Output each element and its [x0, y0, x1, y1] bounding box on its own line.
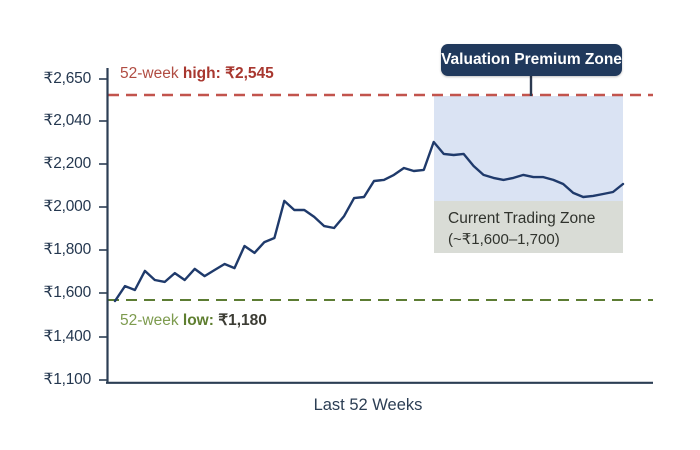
- current-trading-zone-label: Current Trading Zone (~₹1,600–1,700): [448, 208, 595, 250]
- valuation-premium-zone-area: [434, 96, 623, 201]
- y-tick-label: ₹2,650: [43, 70, 92, 87]
- current-trading-zone-area: [434, 201, 623, 253]
- low-annotation-label: low:: [182, 312, 214, 329]
- y-tick-label: ₹1,400: [43, 328, 92, 345]
- y-tick-label: ₹1,100: [43, 371, 92, 388]
- y-tick-label: ₹1,800: [43, 241, 92, 258]
- high-annotation-prefix: 52-week: [120, 65, 183, 82]
- low-annotation-value: ₹1,180: [213, 312, 267, 329]
- price-line: [113, 140, 625, 303]
- trading-zone-range: (~₹1,600–1,700): [448, 231, 560, 248]
- valuation-premium-zone-badge: Valuation Premium Zone: [441, 44, 622, 76]
- low-annotation: 52-week low: ₹1,180: [120, 311, 267, 331]
- x-axis-label: Last 52 Weeks: [313, 396, 423, 414]
- low-annotation-prefix: 52-week: [120, 312, 183, 329]
- trading-zone-title: Current Trading Zone: [448, 210, 596, 227]
- y-tick-label: ₹2,200: [43, 155, 92, 172]
- y-axis-ticks: [99, 78, 107, 381]
- y-tick-label: ₹1,600: [43, 284, 92, 301]
- y-tick-label: ₹2,000: [43, 198, 92, 215]
- y-tick-label: ₹2,040: [43, 112, 92, 129]
- high-annotation-value: high: ₹2,545: [182, 65, 274, 82]
- high-annotation: 52-week high: ₹2,545: [120, 64, 274, 84]
